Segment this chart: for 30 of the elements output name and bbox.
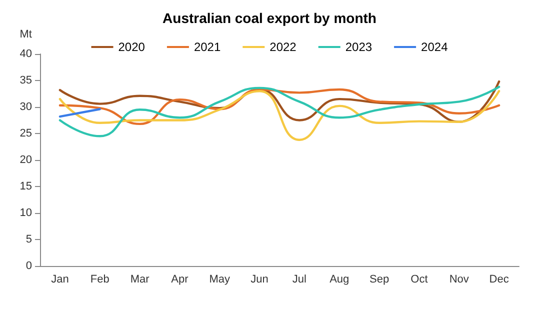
- y-tick-label: 35: [20, 74, 32, 86]
- y-tick-label: 10: [20, 207, 32, 219]
- legend-label: 2021: [194, 40, 221, 54]
- y-tick-label: 15: [20, 180, 32, 192]
- y-tick-label: 5: [26, 234, 32, 246]
- legend-label: 2020: [118, 40, 146, 54]
- x-tick-label: Oct: [410, 274, 428, 286]
- x-tick-label: May: [209, 274, 231, 286]
- line-series: [58, 80, 500, 123]
- y-tick-label: 25: [20, 128, 32, 140]
- x-tick-label: Sep: [370, 274, 390, 286]
- x-tick-label: Apr: [171, 274, 189, 286]
- y-axis-title: Mt: [20, 28, 32, 40]
- y-tick-label: 40: [20, 48, 32, 60]
- x-tick-label: Jan: [51, 274, 69, 286]
- x-tick-label: Aug: [330, 274, 350, 286]
- x-tick-label: Jul: [292, 274, 306, 286]
- legend-label: 2024: [421, 40, 448, 54]
- y-tick-label: 20: [20, 154, 32, 166]
- x-tick-label: Feb: [90, 274, 110, 286]
- y-tick-label: 30: [20, 101, 32, 113]
- x-tick-label: Dec: [489, 274, 510, 286]
- x-tick-label: Jun: [250, 274, 268, 286]
- chart-title: Australian coal export by month: [162, 10, 376, 26]
- legend-label: 2022: [270, 40, 297, 54]
- line-series: [58, 88, 500, 126]
- legend-label: 2023: [345, 40, 372, 54]
- y-tick-label: 0: [26, 260, 32, 272]
- x-tick-label: Mar: [130, 274, 150, 286]
- x-tick-label: Nov: [449, 274, 470, 286]
